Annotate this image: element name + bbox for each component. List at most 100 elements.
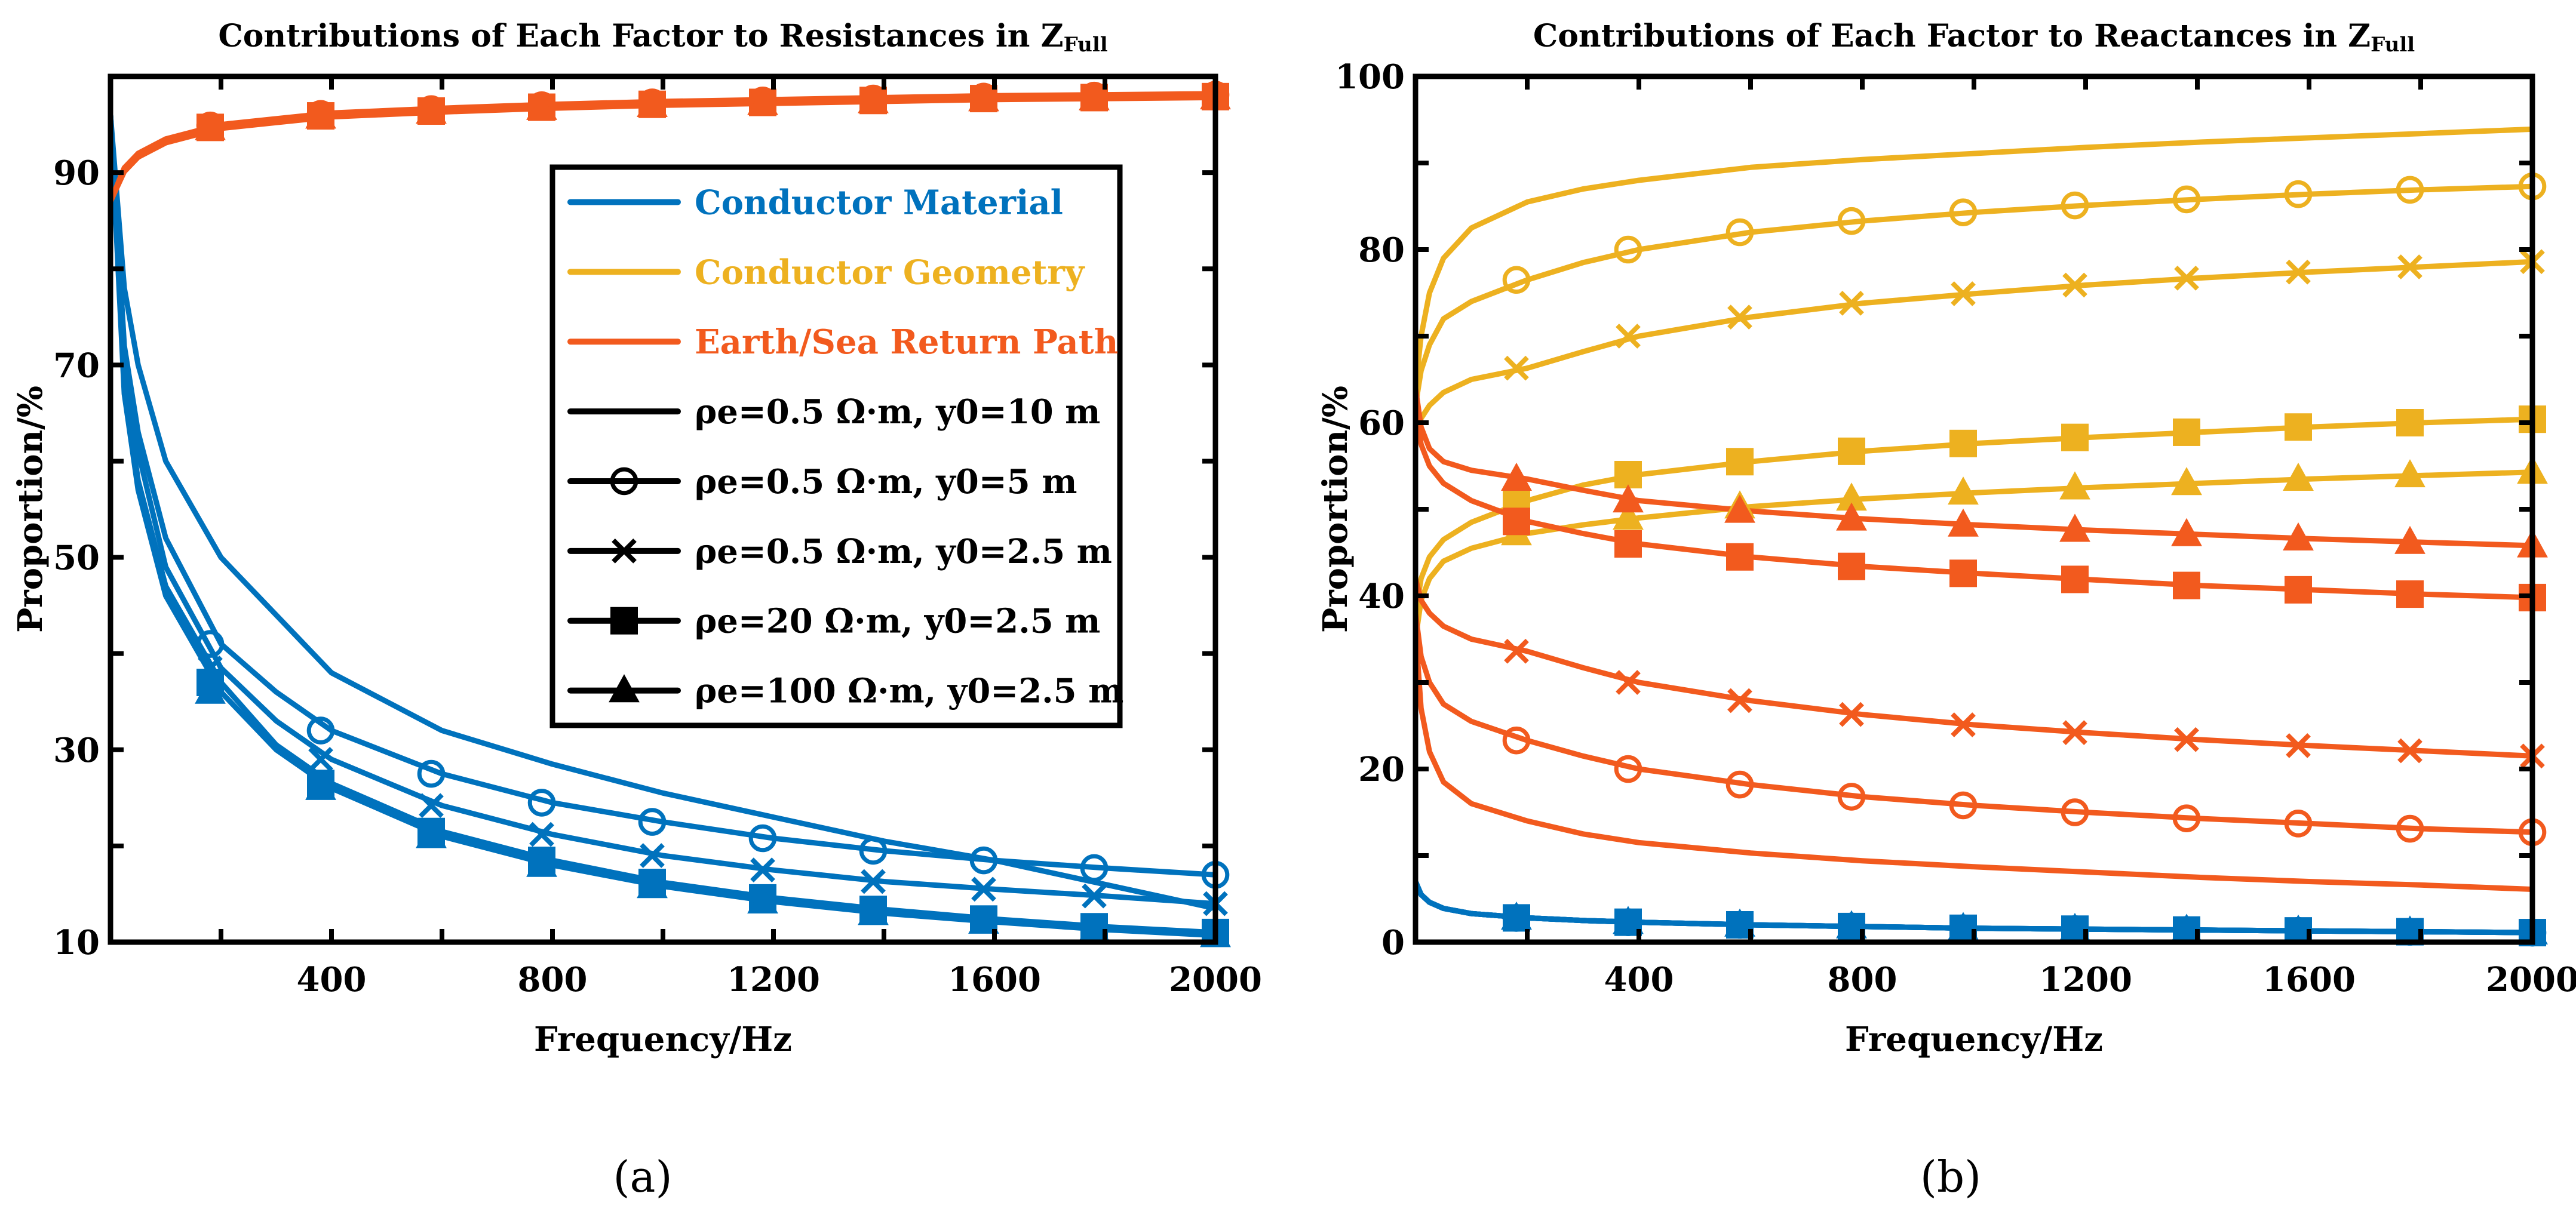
legend-entry-conductor-geometry: Conductor Geometry xyxy=(695,253,1085,292)
marker-triangle-conductor-geometry-4 xyxy=(1613,502,1644,530)
marker-x-conductor-material-2 xyxy=(1082,883,1107,909)
legend: Conductor Material Conductor Geometry Eart… xyxy=(549,164,1123,728)
marker-circle-earth-sea-return-path-6 xyxy=(1502,726,1531,755)
marker-square-conductor-geometry-3 xyxy=(2285,413,2312,441)
marker-triangle-conductor-material-4 xyxy=(637,870,668,899)
x-tick-label: 2000 xyxy=(2486,960,2576,999)
marker-square-conductor-geometry-3 xyxy=(2173,418,2200,446)
marker-triangle-earth-sea-return-path-9 xyxy=(1079,82,1110,110)
marker-triangle-earth-sea-return-path-9 xyxy=(968,83,999,112)
y-tick-label: 50 xyxy=(53,539,100,578)
marker-square-earth-sea-return-path-8 xyxy=(2173,571,2200,599)
marker-circle-conductor-material-1 xyxy=(527,789,556,817)
marker-x-conductor-geometry-2 xyxy=(1951,281,1976,306)
y-tick-label: 20 xyxy=(1358,750,1405,789)
x-tick-label: 400 xyxy=(1604,960,1674,999)
marker-circle-earth-sea-return-path-6 xyxy=(2284,810,2313,838)
y-tick-label: 0 xyxy=(1381,923,1405,962)
marker-triangle-earth-sea-return-path-9 xyxy=(2394,525,2425,554)
marker-triangle-conductor-material-14 xyxy=(1836,910,1867,939)
legend-entry-e-0-5-m-y0-2-5-m: ρe=0.5 Ω·m, y0=2.5 m xyxy=(695,532,1112,571)
series-line-conductor-geometry-3 xyxy=(1416,416,2532,616)
panel-label-b: (b) xyxy=(1920,1152,1981,1202)
plot-area xyxy=(1416,126,2532,936)
marker-circle-conductor-material-1 xyxy=(196,630,225,658)
marker-circle-conductor-material-1 xyxy=(859,836,888,865)
chart-title-subscript: Full xyxy=(1064,33,1108,57)
chart-title: Contributions of Each Factor to Reactanc… xyxy=(1533,18,2415,57)
marker-x-earth-sea-return-path-7 xyxy=(2174,727,2199,752)
marker-triangle-conductor-material-14 xyxy=(1613,906,1644,934)
marker-x-conductor-material-2 xyxy=(640,843,665,868)
marker-triangle-conductor-material-4 xyxy=(747,885,778,914)
marker-square-earth-sea-return-path-8 xyxy=(1726,543,1754,571)
marker-circle-earth-sea-return-path-6 xyxy=(2172,804,2201,832)
legend-marker-circle xyxy=(610,467,638,496)
marker-x-conductor-material-2 xyxy=(750,857,775,883)
marker-x-conductor-geometry-2 xyxy=(2286,259,2311,285)
marker-triangle-conductor-material-4 xyxy=(968,905,999,934)
marker-x-earth-sea-return-path-7 xyxy=(1616,670,1641,695)
legend-marker-x xyxy=(612,538,637,564)
series-markers xyxy=(1501,172,2548,947)
y-tick-label: 60 xyxy=(1358,404,1405,443)
y-tick-label: 10 xyxy=(53,923,100,962)
marker-square-earth-sea-return-path-8 xyxy=(2285,576,2312,604)
marker-circle-conductor-material-1 xyxy=(306,716,335,745)
marker-x-conductor-material-2 xyxy=(861,869,886,894)
marker-circle-conductor-material-1 xyxy=(417,759,446,788)
legend-entry-e-100-m-y0-2-5-m: ρe=100 Ω·m, y0=2.5 m xyxy=(695,672,1123,711)
marker-square-conductor-geometry-3 xyxy=(1726,448,1754,476)
series-line-earth-sea-return-path-7 xyxy=(1416,576,2532,759)
marker-x-conductor-geometry-2 xyxy=(2062,272,2087,298)
series-line-earth-sea-return-path-8 xyxy=(1416,402,2532,601)
marker-triangle-conductor-material-4 xyxy=(416,820,447,848)
marker-triangle-earth-sea-return-path-9 xyxy=(1613,484,1644,513)
marker-circle-conductor-geometry-1 xyxy=(1614,235,1642,264)
marker-triangle-earth-sea-return-path-9 xyxy=(526,91,557,120)
marker-circle-conductor-geometry-1 xyxy=(1725,218,1754,247)
legend-entry-conductor-material: Conductor Material xyxy=(695,183,1063,222)
marker-triangle-earth-sea-return-path-9 xyxy=(1836,502,1867,531)
marker-triangle-earth-sea-return-path-9 xyxy=(747,87,778,115)
marker-circle-earth-sea-return-path-6 xyxy=(1949,791,1978,820)
marker-circle-conductor-material-1 xyxy=(638,808,667,836)
legend-entry-e-0-5-m-y0-10-m: ρe=0.5 Ω·m, y0=10 m xyxy=(695,392,1100,432)
series-line-earth-sea-return-path-9 xyxy=(1416,385,2532,549)
marker-triangle-earth-sea-return-path-9 xyxy=(1948,508,1979,537)
chart-title-subscript: Full xyxy=(2371,33,2415,57)
panel-b-reactance-chart: Contributions of Each Factor to Reactanc… xyxy=(1316,18,2576,1059)
chart-title-main: Contributions of Each Factor to Reactanc… xyxy=(1533,18,2371,54)
marker-triangle-earth-sea-return-path-9 xyxy=(416,96,447,124)
y-tick-label: 100 xyxy=(1335,57,1405,97)
x-tick-label: 1200 xyxy=(2039,960,2132,999)
marker-x-earth-sea-return-path-7 xyxy=(2397,738,2423,764)
marker-x-earth-sea-return-path-7 xyxy=(1839,702,1864,727)
marker-square-conductor-geometry-3 xyxy=(1949,429,1977,457)
marker-triangle-conductor-geometry-4 xyxy=(2283,462,2314,491)
y-axis-label: Proportion/% xyxy=(1316,386,1355,633)
marker-square-earth-sea-return-path-8 xyxy=(1949,559,1977,587)
x-tick-label: 400 xyxy=(297,960,367,999)
y-tick-label: 30 xyxy=(53,731,100,770)
series-line-conductor-material-14 xyxy=(1416,879,2532,936)
marker-triangle-conductor-material-14 xyxy=(1724,908,1755,937)
marker-triangle-conductor-geometry-4 xyxy=(2394,459,2425,488)
marker-square-conductor-geometry-3 xyxy=(1614,461,1642,488)
chart-title: Contributions of Each Factor to Resistan… xyxy=(218,18,1107,57)
series-line-conductor-material-0 xyxy=(110,112,1215,912)
marker-x-conductor-geometry-2 xyxy=(1504,355,1529,381)
series-line-conductor-geometry-0 xyxy=(1416,126,2532,391)
marker-x-earth-sea-return-path-7 xyxy=(1504,638,1529,664)
marker-x-conductor-material-2 xyxy=(971,876,996,902)
marker-circle-earth-sea-return-path-6 xyxy=(1614,755,1642,783)
marker-square-earth-sea-return-path-8 xyxy=(2061,565,2089,593)
marker-x-earth-sea-return-path-7 xyxy=(1727,688,1752,713)
chart-title-main: Contributions of Each Factor to Resistan… xyxy=(218,18,1063,54)
marker-x-conductor-geometry-2 xyxy=(2174,265,2199,291)
legend-entry-e-20-m-y0-2-5-m: ρe=20 Ω·m, y0=2.5 m xyxy=(695,602,1100,641)
marker-triangle-earth-sea-return-path-9 xyxy=(858,85,889,113)
marker-triangle-conductor-geometry-4 xyxy=(2171,467,2202,496)
